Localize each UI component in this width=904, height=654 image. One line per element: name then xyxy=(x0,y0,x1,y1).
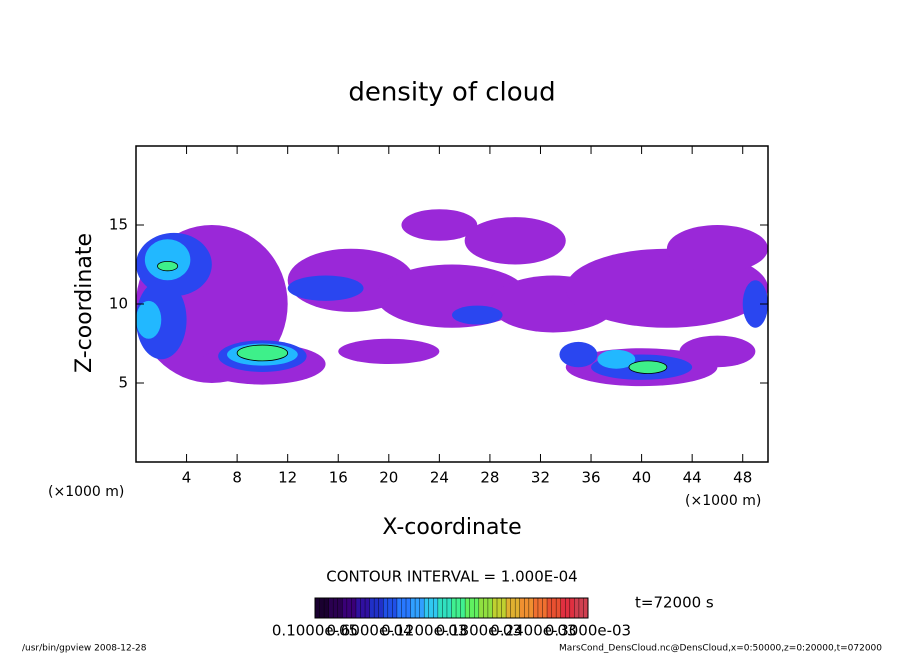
colorbar-swatch xyxy=(342,598,357,618)
cloud-region xyxy=(666,225,768,273)
time-label: t=72000 s xyxy=(635,594,714,612)
colorbar-label: 0.1200e-03 xyxy=(381,622,467,640)
x-tick-label: 28 xyxy=(480,469,499,487)
x-unit: (×1000 m) xyxy=(48,484,124,500)
colorbar-swatch xyxy=(465,598,480,618)
cloud-region xyxy=(287,275,364,301)
x-tick-label: 40 xyxy=(632,469,651,487)
cloud-region xyxy=(679,335,756,368)
colorbar-swatch xyxy=(437,598,452,618)
x-tick-label: 48 xyxy=(733,469,752,487)
x-tick-label: 44 xyxy=(683,469,702,487)
colorbar-swatch xyxy=(396,598,412,618)
x-tick-label: 8 xyxy=(232,469,242,487)
cloud-region xyxy=(144,239,191,281)
footer-left: /usr/bin/gpview 2008-12-28 xyxy=(22,644,147,654)
y-tick-label: 10 xyxy=(109,295,128,313)
x-tick-label: 20 xyxy=(379,469,398,487)
x-tick-label: 36 xyxy=(581,469,600,487)
chart-title: density of cloud xyxy=(348,78,555,108)
cloud-region xyxy=(452,305,503,325)
x-tick-label: 16 xyxy=(329,469,348,487)
x-tick-label: 24 xyxy=(430,469,449,487)
cloud-region xyxy=(236,344,289,362)
colorbar-swatch xyxy=(383,598,398,618)
colorbar-label: 0.2400e-03 xyxy=(490,622,576,640)
colorbar-swatch xyxy=(451,598,466,618)
y-tick-label: 5 xyxy=(118,374,128,392)
cloud-region xyxy=(628,360,668,374)
colorbar-frame xyxy=(314,597,589,619)
colorbar-label: 0.3000e-03 xyxy=(545,622,631,640)
cloud-region xyxy=(742,280,768,328)
colorbar-label: 0.6000e-04 xyxy=(326,622,412,640)
plot-area xyxy=(136,209,768,387)
colorbar-swatch xyxy=(369,598,384,618)
colorbar-swatch xyxy=(533,598,548,618)
cloud-region xyxy=(338,338,440,365)
colorbar-swatch xyxy=(519,598,534,618)
footer-right: MarsCond_DensCloud.nc@DensCloud,x=0:5000… xyxy=(559,644,882,654)
colorbar-swatch xyxy=(492,598,507,618)
colorbar-swatch xyxy=(478,598,493,618)
x-tick-label: 4 xyxy=(182,469,192,487)
cloud-region xyxy=(559,341,598,368)
cloud-region xyxy=(157,260,179,272)
x-unit: (×1000 m) xyxy=(685,493,761,509)
cloud-region xyxy=(401,209,478,241)
cloud-region xyxy=(136,300,162,339)
colorbar-swatch xyxy=(506,598,521,618)
x-axis-label: X-coordinate xyxy=(382,515,521,540)
x-tick-label: 32 xyxy=(531,469,550,487)
colorbar-swatch xyxy=(410,598,425,618)
colorbar-swatch xyxy=(355,598,371,618)
colorbar-swatch xyxy=(328,598,343,618)
colorbar-swatch xyxy=(574,598,589,618)
y-axis-label: Z-coordinate xyxy=(72,233,97,373)
x-tick-label: 12 xyxy=(278,469,297,487)
colorbar-swatch xyxy=(424,598,439,618)
colorbar-swatch xyxy=(315,598,330,618)
cloud-region xyxy=(464,217,566,265)
colorbar-label: 0.1000e-05 xyxy=(272,622,358,640)
cloud-region xyxy=(597,349,636,369)
colorbar-swatch xyxy=(560,598,575,618)
contour-interval: CONTOUR INTERVAL = 1.000E-04 xyxy=(326,568,577,586)
colorbar-label: 0.1800e-03 xyxy=(436,622,522,640)
y-tick-label: 15 xyxy=(109,216,128,234)
colorbar-swatch xyxy=(547,598,562,618)
